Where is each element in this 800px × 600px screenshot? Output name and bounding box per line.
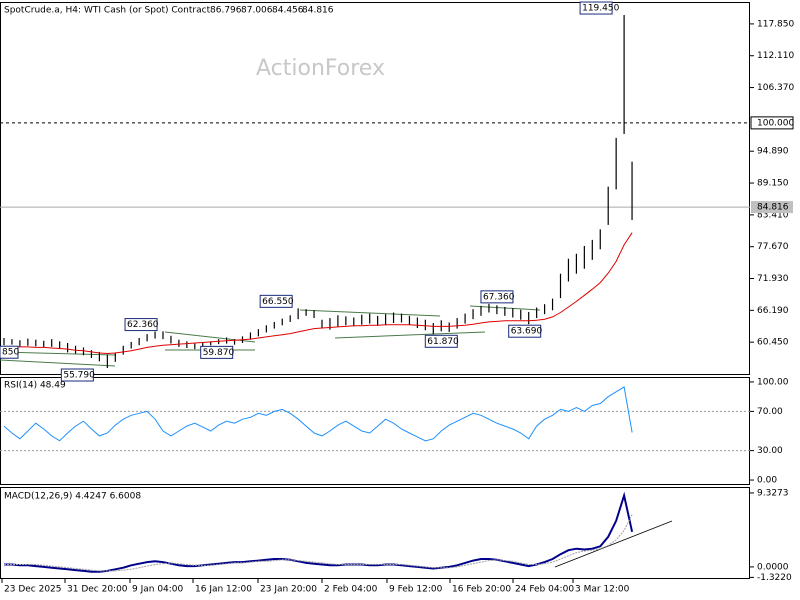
y-tick-label: 117.850	[757, 19, 794, 29]
x-tick-label: 9 Jan 04:00	[132, 585, 184, 595]
annotation-label: 119.450	[582, 4, 619, 14]
header-close: 84.816	[302, 6, 334, 16]
x-tick-label: 24 Feb 04:00	[515, 585, 574, 595]
annotation-label: 850	[2, 348, 19, 358]
y-tick-label: 71.930	[757, 274, 789, 284]
x-tick-label: 23 Dec 2025	[4, 585, 62, 595]
y-tick-label: 9.3273	[757, 488, 789, 498]
annotation-label: 66.550	[262, 297, 294, 307]
header-low: 84.456	[272, 6, 304, 16]
x-tick-label: 16 Feb 20:00	[452, 585, 511, 595]
trendline	[334, 331, 486, 339]
price-level-label: 100.000	[757, 118, 794, 128]
annotation-label: 55.790	[63, 371, 95, 381]
annotation-label: 63.690	[511, 327, 543, 337]
y-tick-label: 106.370	[757, 83, 794, 93]
annotation-label: 59.870	[203, 348, 235, 358]
trendline	[0, 359, 116, 367]
header-description: WTI Cash (or Spot) Contract	[84, 6, 211, 16]
price-level-box	[751, 201, 793, 214]
x-tick-label: 9 Feb 12:00	[389, 585, 443, 595]
y-tick-label: 30.00	[757, 446, 783, 456]
rsi-title: RSI(14) 48.49	[4, 381, 66, 391]
annotation-box	[480, 290, 514, 304]
annotation-box	[200, 345, 234, 359]
trendline	[299, 309, 441, 317]
y-tick-label: 0.00	[757, 476, 777, 486]
macd-panel	[0, 487, 750, 579]
rsi-panel	[0, 377, 750, 485]
x-tick-label: 3 Mar 12:00	[575, 585, 630, 595]
x-tick-label: 31 Dec 20:00	[67, 585, 128, 595]
y-tick-label: 94.890	[757, 147, 789, 157]
y-tick-label: 77.670	[757, 242, 789, 252]
y-tick-label: 66.190	[757, 306, 789, 316]
main-panel	[0, 2, 750, 375]
macd-title: MACD(12,26,9) 4.4247 6.6008	[4, 492, 141, 502]
rsi-line	[3, 386, 633, 442]
trendlines	[0, 305, 541, 367]
header-symbol: SpotCrude.a, H4:	[4, 6, 81, 16]
y-tick-label: 0.0000	[757, 562, 789, 572]
x-tick-label: 2 Feb 04:00	[324, 585, 378, 595]
price-level-label: 84.816	[757, 203, 789, 213]
y-tick-label: 60.450	[757, 338, 789, 348]
macd-trendline	[554, 520, 673, 568]
macd-signal	[4, 514, 633, 572]
annotation-label: 62.360	[127, 320, 159, 330]
annotation-box	[508, 324, 542, 338]
annotation-box	[259, 294, 293, 308]
annotation-box	[124, 318, 158, 332]
annotation-box	[0, 345, 19, 359]
y-tick-label: 112.110	[757, 51, 794, 61]
header-high: 87.006	[241, 6, 273, 16]
annotation-box	[579, 1, 613, 15]
y-tick-label: 70.00	[757, 407, 783, 417]
moving-average	[4, 232, 633, 355]
annotation-label: 67.360	[483, 292, 515, 302]
annotation-label: 61.870	[427, 337, 459, 347]
x-tick-label: 23 Jan 20:00	[260, 585, 317, 595]
trendline	[0, 351, 116, 356]
x-tick-label: 16 Jan 12:00	[195, 585, 252, 595]
watermark: ActionForex	[256, 56, 385, 81]
annotation-box	[424, 334, 458, 348]
header-open: 86.796	[210, 6, 242, 16]
y-tick-label: -1.3220	[757, 573, 792, 583]
y-tick-label: 89.150	[757, 179, 789, 189]
price-level-box	[750, 116, 794, 130]
y-tick-label: 100.00	[757, 377, 789, 387]
annotation-box	[60, 368, 94, 382]
y-tick-label: 83.410	[757, 210, 789, 220]
